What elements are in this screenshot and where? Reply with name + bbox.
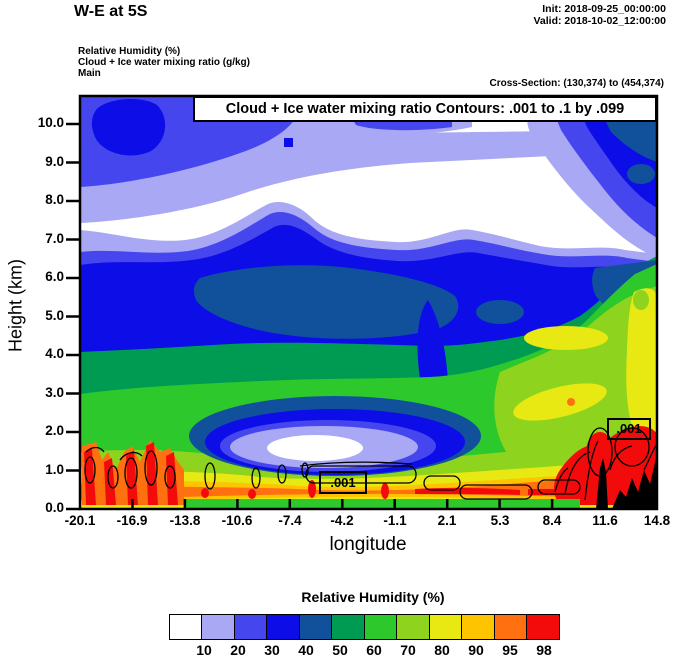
- x-tick-label: -13.8: [169, 513, 201, 528]
- y-tick-label: 9.0: [45, 153, 64, 169]
- y-tick-label: 0.0: [45, 500, 64, 515]
- x-tick-label: 5.3: [490, 513, 510, 528]
- y-tick-label: 4.0: [45, 346, 64, 361]
- legend-swatch: [396, 614, 430, 640]
- x-tick-label: -7.4: [278, 513, 302, 528]
- y-tick-label: 1.0: [45, 461, 64, 477]
- legend-tick-label: 50: [332, 642, 348, 658]
- y-tick-label: 7.0: [45, 230, 64, 246]
- terrain-silhouette: [596, 454, 657, 509]
- y-tick-label: 10.0: [37, 115, 64, 130]
- valid-timestamp: Valid: 2018-10-02_12:00:00: [533, 15, 666, 27]
- legend-tick-label: 98: [536, 642, 552, 658]
- contour-info-banner: Cloud + Ice water mixing ratio Contours:…: [193, 96, 657, 122]
- y-tick-label: 5.0: [45, 307, 64, 323]
- y-tick-label: 2.0: [45, 423, 64, 438]
- contour-fill-field: [80, 96, 657, 509]
- x-axis-ticks: [131, 499, 606, 509]
- init-timestamp: Init: 2018-09-25_00:00:00: [542, 3, 666, 15]
- shaded-field-label: Relative Humidity (%): [78, 46, 181, 57]
- contour-value-label: .001: [607, 418, 651, 440]
- x-tick-label: -16.9: [116, 513, 148, 528]
- x-tick-label: -10.6: [221, 513, 253, 528]
- legend-swatch: [428, 614, 463, 640]
- y-tick-label: 6.0: [45, 269, 64, 284]
- legend-tick-label: 60: [366, 642, 382, 658]
- legend-swatch: [461, 614, 495, 640]
- domain-label: Main: [78, 68, 101, 79]
- legend-title: Relative Humidity (%): [301, 589, 445, 605]
- x-axis-title: longitude: [329, 534, 407, 555]
- legend-tick-label: 30: [264, 642, 280, 658]
- legend-tick-label: 40: [298, 642, 314, 658]
- cloud-contour-lines: [84, 427, 657, 501]
- legend-swatch: [266, 614, 300, 640]
- legend-tick-label: 95: [502, 642, 518, 658]
- legend-swatch: [526, 614, 560, 640]
- legend-swatch: [363, 614, 398, 640]
- contour-value-label: .001: [319, 471, 367, 494]
- x-tick-label: 8.4: [542, 513, 562, 528]
- contour-field-label: Cloud + Ice water mixing ratio (g/kg): [78, 57, 250, 68]
- x-tick-label: -20.1: [64, 513, 96, 528]
- cross-section-label: Cross-Section: (130,374) to (454,374): [489, 78, 664, 89]
- legend-tick-label: 10: [196, 642, 212, 658]
- legend-swatch: [201, 614, 235, 640]
- x-tick-label: 14.8: [643, 513, 671, 528]
- y-axis-ticks: [66, 122, 80, 511]
- y-tick-label: 3.0: [45, 384, 64, 400]
- page-title: W-E at 5S: [74, 3, 148, 20]
- y-tick-label: 8.0: [45, 192, 64, 207]
- legend-tick-label: 80: [434, 642, 450, 658]
- legend-tick-label: 20: [230, 642, 246, 658]
- x-tick-label: -1.1: [383, 513, 407, 528]
- x-tick-label: 2.1: [437, 513, 457, 528]
- legend-colorbar: [168, 614, 560, 640]
- legend-swatch: [233, 614, 268, 640]
- x-tick-label: -4.2: [330, 513, 354, 528]
- x-tick-label: 11.6: [592, 513, 618, 528]
- legend-tick-label: 90: [468, 642, 484, 658]
- legend-swatch: [493, 614, 528, 640]
- legend-tick-label: 70: [400, 642, 416, 658]
